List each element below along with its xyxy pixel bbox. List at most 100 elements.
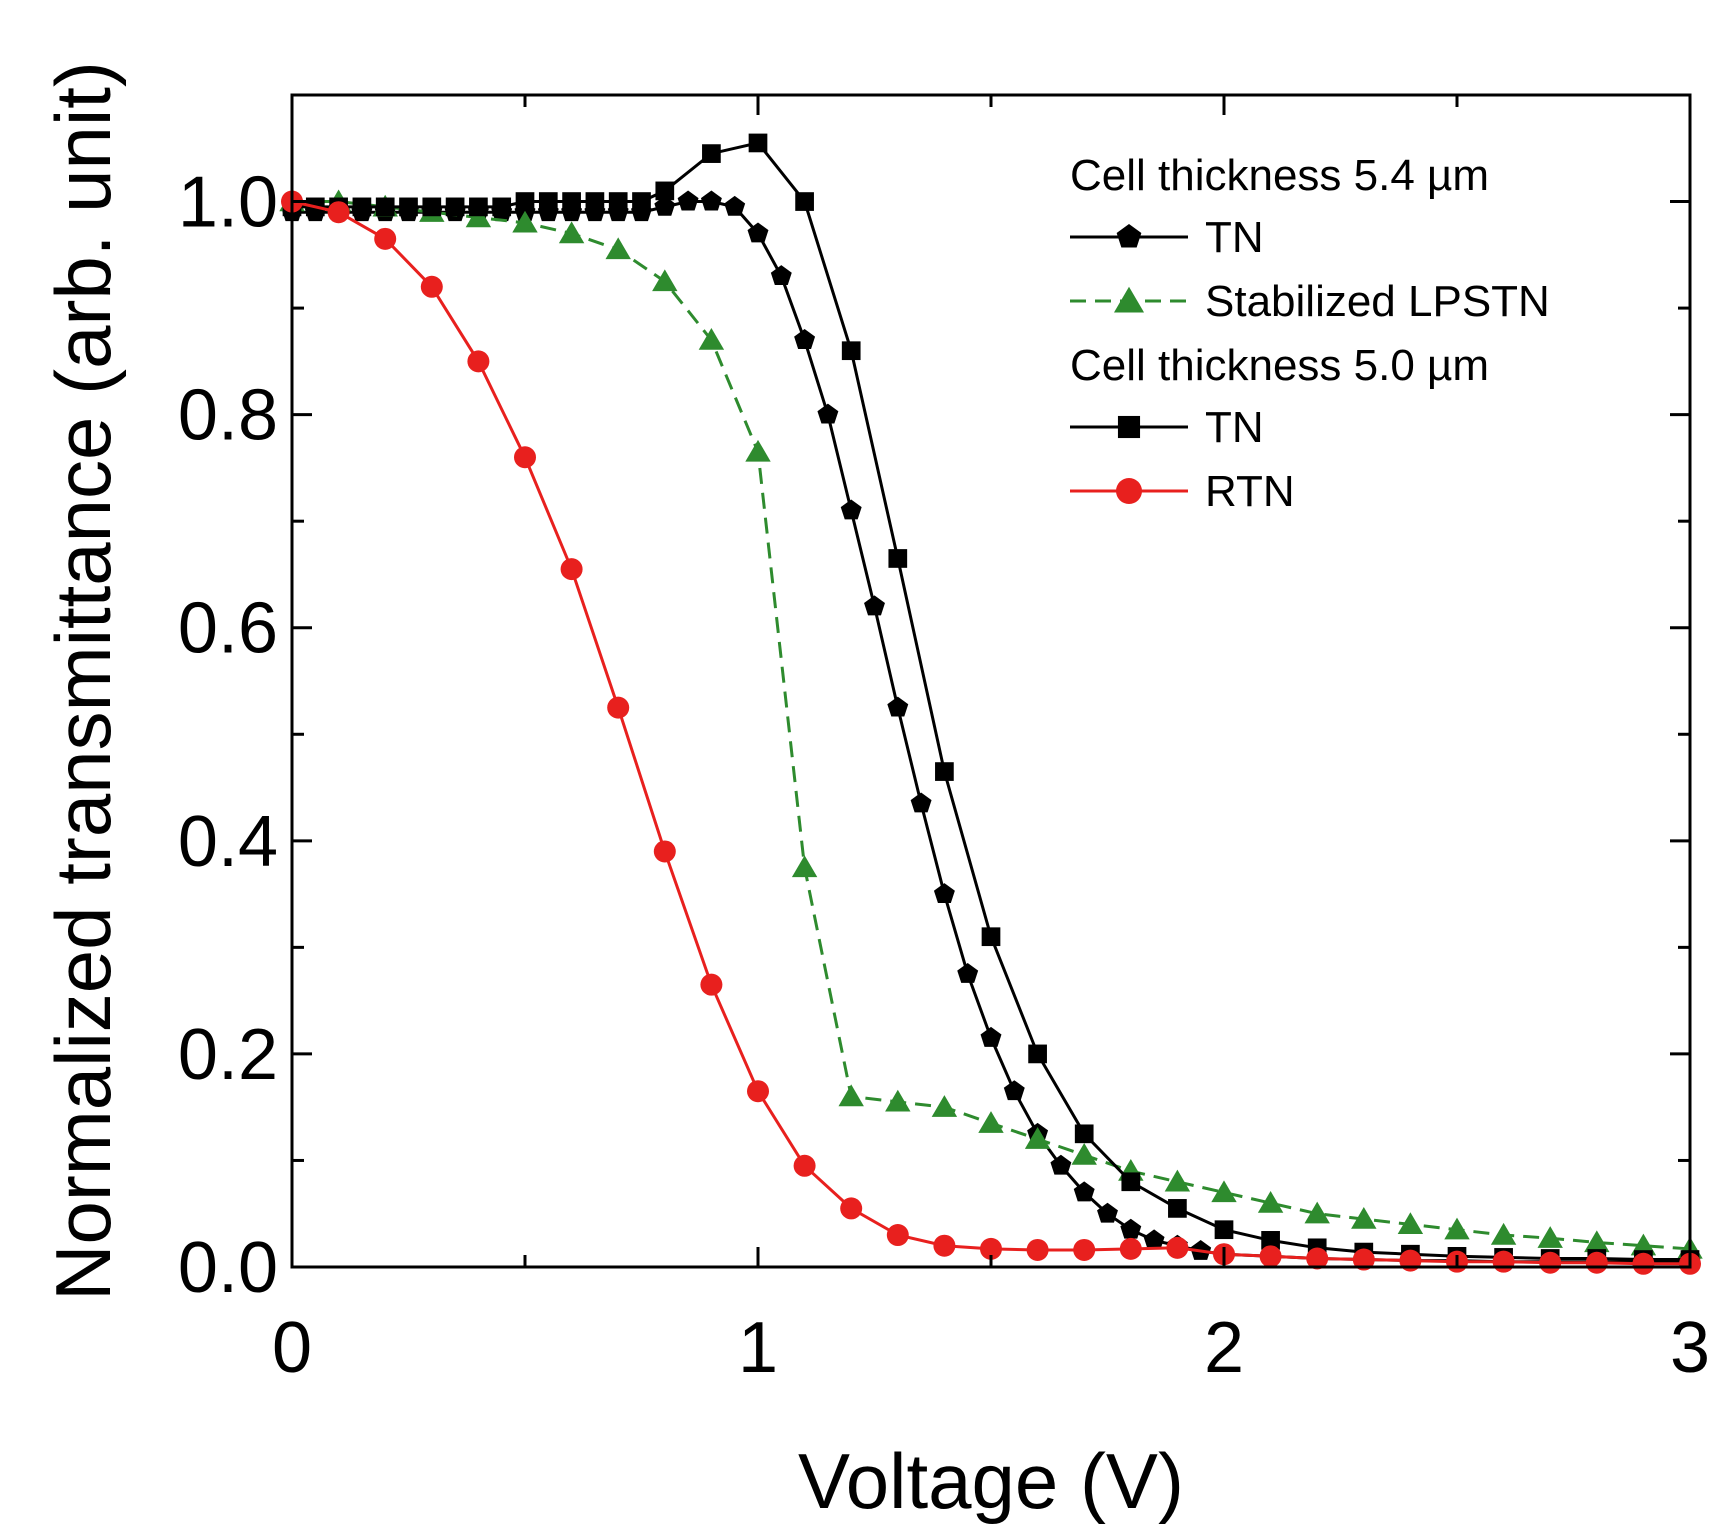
data-point-tn-5-0-m (1168, 1199, 1187, 1218)
data-point-tn-5-0-m (585, 192, 605, 211)
data-point-rtn (840, 1197, 863, 1220)
data-point-tn-5-0-m (375, 197, 395, 217)
data-point-tn-5-0-m (562, 192, 581, 211)
data-point-tn-5-4-m (957, 963, 979, 983)
data-point-tn-5-4-m (700, 190, 722, 211)
data-point-rtn (700, 973, 723, 996)
legend-marker-rtn (1116, 478, 1142, 504)
data-point-tn-5-0-m (538, 192, 558, 211)
y-axis-label: Normalized transmittance (arb. unit) (39, 61, 127, 1301)
data-point-tn-5-4-m (887, 696, 909, 717)
legend-label-rtn: RTN (1205, 467, 1295, 516)
data-point-tn-5-0-m (748, 133, 768, 153)
data-point-tn-5-4-m (910, 792, 932, 813)
data-point-rtn (1119, 1237, 1142, 1260)
data-point-tn-5-4-m (1003, 1080, 1025, 1101)
data-point-rtn (933, 1234, 956, 1257)
data-point-stabilized-lpstn (1444, 1217, 1470, 1240)
data-point-tn-5-0-m (1261, 1231, 1280, 1250)
data-point-rtn (1632, 1252, 1655, 1275)
data-point-tn-5-0-m (841, 341, 861, 361)
data-point-tn-5-0-m (935, 762, 954, 781)
data-point-stabilized-lpstn (1351, 1206, 1377, 1229)
x-tick-label: 0 (272, 1308, 312, 1388)
data-point-tn-5-0-m (981, 927, 1001, 947)
data-point-tn-5-4-m (1097, 1202, 1118, 1223)
data-point-tn-5-0-m (608, 192, 628, 211)
data-point-tn-5-4-m (724, 195, 746, 216)
data-point-tn-5-0-m (888, 549, 908, 568)
data-point-stabilized-lpstn (1537, 1226, 1563, 1248)
data-point-tn-5-0-m (515, 192, 535, 211)
data-point-stabilized-lpstn (1071, 1143, 1097, 1165)
x-axis-label: Voltage (V) (798, 1437, 1184, 1525)
data-point-rtn (467, 350, 490, 373)
data-point-tn-5-4-m (864, 595, 885, 616)
data-point-stabilized-lpstn (652, 269, 678, 292)
data-point-tn-5-0-m (1074, 1124, 1094, 1144)
x-tick-label: 3 (1670, 1308, 1710, 1388)
data-point-tn-5-4-m (1073, 1181, 1095, 1202)
data-point-tn-5-4-m (747, 222, 769, 243)
data-point-stabilized-lpstn (1304, 1201, 1330, 1224)
data-point-rtn (374, 227, 397, 250)
data-point-tn-5-0-m (352, 197, 372, 217)
data-point-tn-5-0-m (655, 181, 675, 201)
data-point-stabilized-lpstn (745, 439, 771, 462)
y-tick-label: 0.6 (178, 589, 278, 669)
data-point-rtn (1585, 1251, 1608, 1274)
data-point-rtn (1259, 1245, 1282, 1268)
data-point-tn-5-4-m (1120, 1218, 1142, 1239)
data-point-rtn (327, 201, 350, 224)
legend-label-stabilized-lpstn: Stabilized LPSTN (1205, 277, 1550, 326)
data-point-stabilized-lpstn (1211, 1180, 1237, 1203)
y-tick-label: 0.0 (178, 1228, 278, 1308)
data-point-tn-5-0-m (469, 197, 488, 217)
data-point-stabilized-lpstn (1257, 1190, 1284, 1213)
data-point-rtn (1306, 1247, 1329, 1270)
data-point-stabilized-lpstn (1490, 1222, 1517, 1245)
data-point-rtn (607, 696, 630, 719)
x-tick-label: 1 (738, 1308, 778, 1388)
data-point-tn-5-0-m (1214, 1220, 1234, 1240)
data-point-stabilized-lpstn (512, 210, 538, 233)
data-point-tn-5-0-m (445, 197, 465, 217)
legend-label-tn-5-0-m: TN (1205, 403, 1264, 452)
data-point-tn-5-4-m (817, 403, 839, 424)
legend-heading: Cell thickness 5.4 µm (1070, 151, 1489, 200)
data-point-rtn (1492, 1250, 1515, 1273)
legend-marker-stabilized-lpstn (1113, 286, 1145, 313)
data-point-tn-5-0-m (492, 197, 512, 217)
legend: Cell thickness 5.4 µm TN Stabilized LPSTN C… (1070, 151, 1550, 516)
legend-heading: Cell thickness 5.0 µm (1070, 341, 1489, 390)
data-point-tn-5-4-m (677, 190, 699, 211)
data-point-stabilized-lpstn (931, 1095, 958, 1117)
data-point-tn-5-4-m (980, 1026, 1002, 1047)
data-point-stabilized-lpstn (1024, 1127, 1051, 1149)
data-point-rtn (653, 840, 676, 863)
y-tick-label: 0.4 (178, 802, 278, 882)
axis-ticks (290, 93, 1692, 1269)
data-point-stabilized-lpstn (1164, 1169, 1191, 1192)
data-point-rtn (980, 1237, 1002, 1260)
data-point-rtn (886, 1224, 909, 1247)
data-point-rtn (1352, 1248, 1375, 1271)
data-point-tn-5-0-m (1121, 1172, 1141, 1192)
legend-marker-tn-5-4-m (1116, 224, 1142, 248)
data-point-stabilized-lpstn (838, 1084, 864, 1107)
plot-series (279, 133, 1703, 1275)
data-point-stabilized-lpstn (885, 1089, 911, 1112)
data-point-tn-5-4-m (1050, 1154, 1072, 1175)
y-tick-label: 0.2 (178, 1015, 278, 1095)
data-point-rtn (1539, 1251, 1562, 1274)
data-point-stabilized-lpstn (978, 1111, 1004, 1133)
data-point-tn-5-4-m (933, 883, 955, 903)
data-point-rtn (514, 446, 536, 469)
data-point-rtn (560, 558, 583, 581)
data-point-stabilized-lpstn (791, 855, 818, 878)
data-point-rtn (1026, 1238, 1049, 1261)
data-point-tn-5-0-m (422, 197, 442, 217)
data-point-stabilized-lpstn (698, 327, 725, 350)
data-point-stabilized-lpstn (605, 237, 631, 260)
